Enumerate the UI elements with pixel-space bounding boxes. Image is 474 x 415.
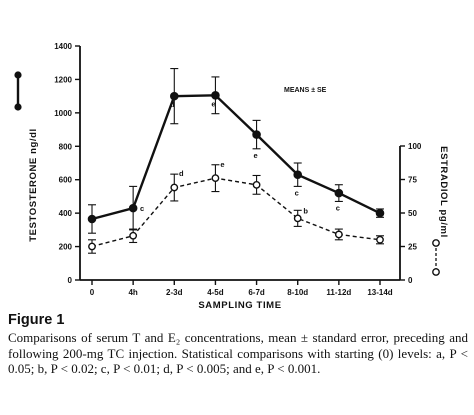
y-axis-label-right: ESTRADIOL pg/ml [438, 146, 449, 238]
series-layer: c d e e c c d e b [87, 68, 385, 254]
legend-marker-top [14, 71, 22, 79]
y-tick-label-left: 1400 [54, 42, 72, 51]
significance-label: d [170, 100, 175, 109]
data-point [169, 91, 179, 101]
data-point [334, 230, 343, 239]
data-point [170, 183, 179, 192]
series-estradiol: d e b [88, 160, 384, 254]
series-line [91, 177, 381, 248]
x-axis-label: SAMPLING TIME [198, 300, 281, 310]
significance-label: c [140, 204, 144, 213]
significance-label: d [179, 169, 184, 178]
x-tick-label: 6-7d [248, 288, 265, 297]
y-tick-label-right: 75 [408, 176, 417, 185]
significance-label: e [253, 151, 257, 160]
data-point [211, 91, 220, 100]
means-se-annotation: MEANS ± SE [284, 87, 327, 94]
significance-label: c [336, 203, 340, 212]
data-point [87, 214, 97, 224]
data-point [293, 214, 302, 223]
x-tick-label: 2-3d [166, 288, 183, 297]
data-point [375, 208, 385, 218]
y-tick-label-left: 800 [59, 142, 73, 151]
data-point [376, 235, 384, 244]
significance-label: c [295, 188, 299, 197]
data-point [293, 170, 303, 179]
figure-caption: Figure 1 Comparisons of serum T and E₂ c… [8, 312, 468, 377]
x-tick-label: 4h [128, 288, 137, 297]
y-tick-label-left: 1200 [54, 75, 72, 84]
series-line [91, 94, 381, 221]
data-point [334, 188, 344, 198]
significance-label: e [220, 160, 224, 169]
x-tick-label: 0 [90, 288, 95, 297]
y-tick-label-left: 1000 [54, 109, 72, 118]
significance-label: b [303, 206, 308, 215]
y-tick-label-left: 400 [59, 209, 73, 218]
y-tick-label-left: 200 [59, 243, 73, 252]
y-tick-label-left: 600 [59, 176, 73, 185]
data-point [88, 242, 96, 251]
legend-testosterone [14, 71, 22, 111]
x-tick-label: 4-5d [207, 288, 224, 297]
legend-estradiol [432, 239, 440, 276]
data-point [211, 174, 220, 183]
x-tick-label: 13-14d [367, 288, 392, 297]
significance-label: e [211, 99, 215, 108]
x-tick-label: 11-12d [326, 288, 351, 297]
legend-marker-top [432, 239, 440, 247]
caption-title: Figure 1 [8, 312, 65, 328]
data-point [129, 231, 138, 240]
legend-marker-bottom [14, 103, 22, 111]
data-point [252, 180, 261, 189]
y-tick-label-right: 100 [408, 142, 422, 151]
x-tick-label: 8-10d [287, 288, 308, 297]
caption-text: Comparisons of serum T and E₂ concentrat… [8, 330, 468, 376]
y-tick-label-left: 0 [68, 276, 73, 285]
data-point [252, 130, 261, 139]
y-tick-label-right: 0 [408, 276, 413, 285]
y-tick-label-right: 50 [408, 209, 417, 218]
series-testosterone: c d e e c c [87, 68, 385, 234]
y-tick-label-right: 25 [408, 243, 417, 252]
data-point [128, 203, 138, 213]
y-axis-label-left: TESTOSTERONE ng/dl [28, 128, 39, 242]
legend-marker-bottom [432, 268, 440, 276]
